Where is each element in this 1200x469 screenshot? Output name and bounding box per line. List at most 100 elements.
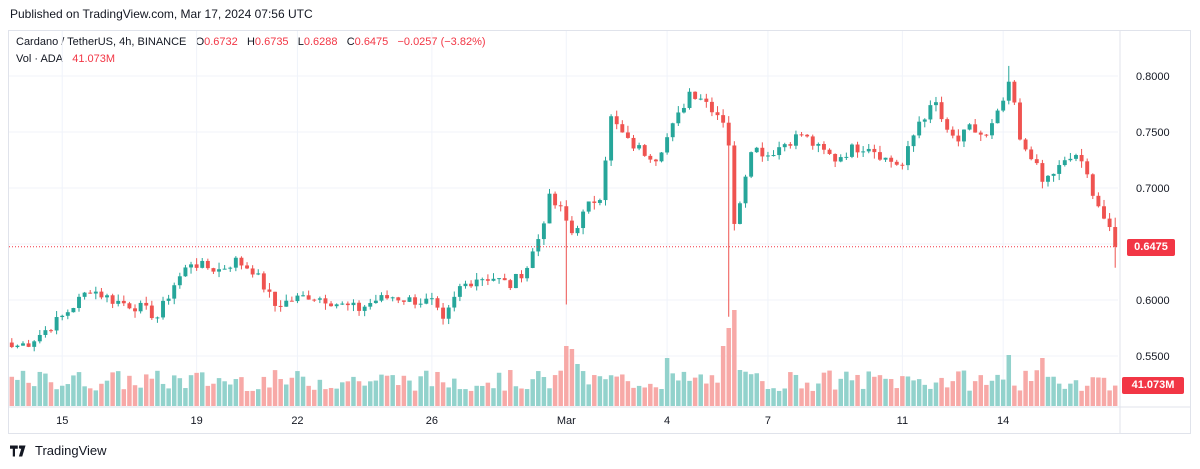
volume-label[interactable]: Vol · ADA	[16, 53, 64, 65]
candle-body	[457, 286, 462, 297]
candle-body	[1051, 173, 1056, 176]
candle-body	[1085, 161, 1090, 175]
volume-bar	[127, 375, 132, 406]
volume-bar	[65, 384, 71, 406]
volume-bar	[754, 373, 759, 406]
volume-bar	[530, 379, 535, 406]
volume-bar	[569, 349, 575, 406]
volume-bar	[177, 378, 183, 406]
candle-body	[368, 303, 373, 307]
candle-body	[177, 276, 182, 286]
volume-bar	[939, 377, 944, 406]
candle-body	[642, 145, 647, 156]
candle-body	[1068, 158, 1073, 161]
volume-bar	[950, 381, 956, 406]
candle-body	[732, 145, 737, 224]
last-volume-tag: 41.073M	[1122, 377, 1184, 394]
candle-body	[32, 341, 37, 347]
candle-body	[390, 297, 395, 299]
volume-bar	[524, 389, 530, 406]
candle-body	[693, 91, 698, 99]
volume-bar	[944, 387, 950, 406]
volume-bar	[765, 388, 771, 406]
candle-body	[194, 264, 199, 268]
candle-body	[614, 116, 619, 125]
candle-body	[161, 300, 165, 318]
volume-bar	[272, 370, 278, 406]
candle-body	[273, 291, 278, 306]
x-tick-label: 26	[426, 415, 438, 427]
volume-bar	[82, 386, 87, 406]
candle-body	[357, 302, 362, 311]
tradingview-footer[interactable]: TradingView	[10, 443, 107, 458]
volume-bar	[608, 375, 614, 406]
candle-body	[323, 298, 328, 304]
volume-bar	[984, 384, 989, 406]
candle-body	[1074, 155, 1078, 159]
candle-body	[373, 300, 378, 304]
volume-bar	[536, 371, 541, 406]
x-tick-label: 11	[897, 415, 908, 427]
candle-body	[922, 119, 927, 122]
volume-bar	[911, 380, 916, 406]
candle-body	[239, 257, 244, 266]
candle-body	[990, 123, 994, 136]
candle-body	[1090, 174, 1095, 196]
volume-bar	[289, 377, 295, 406]
volume-bar	[138, 387, 143, 406]
tradingview-logo-icon	[10, 444, 26, 457]
volume-bar	[418, 376, 423, 406]
candle-body	[37, 334, 42, 342]
volume-bar	[31, 386, 37, 406]
volume-bar	[166, 388, 171, 406]
candle-body	[1046, 175, 1050, 182]
candle-body	[385, 295, 390, 299]
volume-bar	[334, 388, 339, 406]
volume-bar	[642, 387, 647, 406]
candle-body	[541, 223, 546, 240]
candle-body	[121, 300, 126, 304]
candle-body	[480, 279, 485, 281]
volume-bar	[1056, 383, 1062, 406]
candle-body	[670, 123, 675, 138]
candle-body	[1040, 163, 1045, 182]
volume-bar	[356, 381, 362, 406]
volume-bar	[838, 378, 843, 406]
volume-bar	[216, 378, 222, 406]
volume-bar	[653, 387, 659, 406]
volume-bar	[698, 374, 703, 406]
candle-body	[60, 315, 65, 318]
volume-bar	[676, 380, 681, 406]
candle-body	[71, 308, 76, 313]
candle-body	[821, 143, 826, 150]
candle-body	[771, 155, 776, 157]
candle-body	[261, 273, 266, 290]
candle-body	[49, 330, 53, 332]
candle-body	[760, 147, 765, 157]
volume-bar	[284, 384, 289, 406]
candle-body	[127, 303, 132, 309]
volume-bar	[905, 376, 911, 406]
candle-body	[99, 291, 104, 298]
y-tick-label: 0.8000	[1136, 71, 1170, 83]
candle-body	[413, 297, 418, 305]
volume-bar	[188, 375, 194, 406]
candle-body	[401, 300, 406, 302]
volume-bar	[995, 374, 1000, 406]
symbol-label[interactable]: Cardano / TetherUS, 4h, BINANCE	[16, 36, 187, 48]
volume-bar	[71, 375, 76, 406]
candle-body	[984, 134, 989, 136]
volume-value: 41.073M	[72, 53, 116, 65]
candle-body	[256, 273, 261, 275]
x-tick-label: 19	[191, 415, 203, 427]
volume-bar	[211, 383, 216, 406]
volume-bar	[1062, 388, 1068, 406]
volume-bar	[720, 346, 726, 406]
volume-bar	[15, 379, 20, 406]
candle-body	[765, 155, 770, 157]
volume-bar	[446, 387, 451, 406]
candle-body	[911, 135, 916, 147]
volume-bar	[54, 389, 59, 406]
candle-body	[827, 149, 832, 154]
